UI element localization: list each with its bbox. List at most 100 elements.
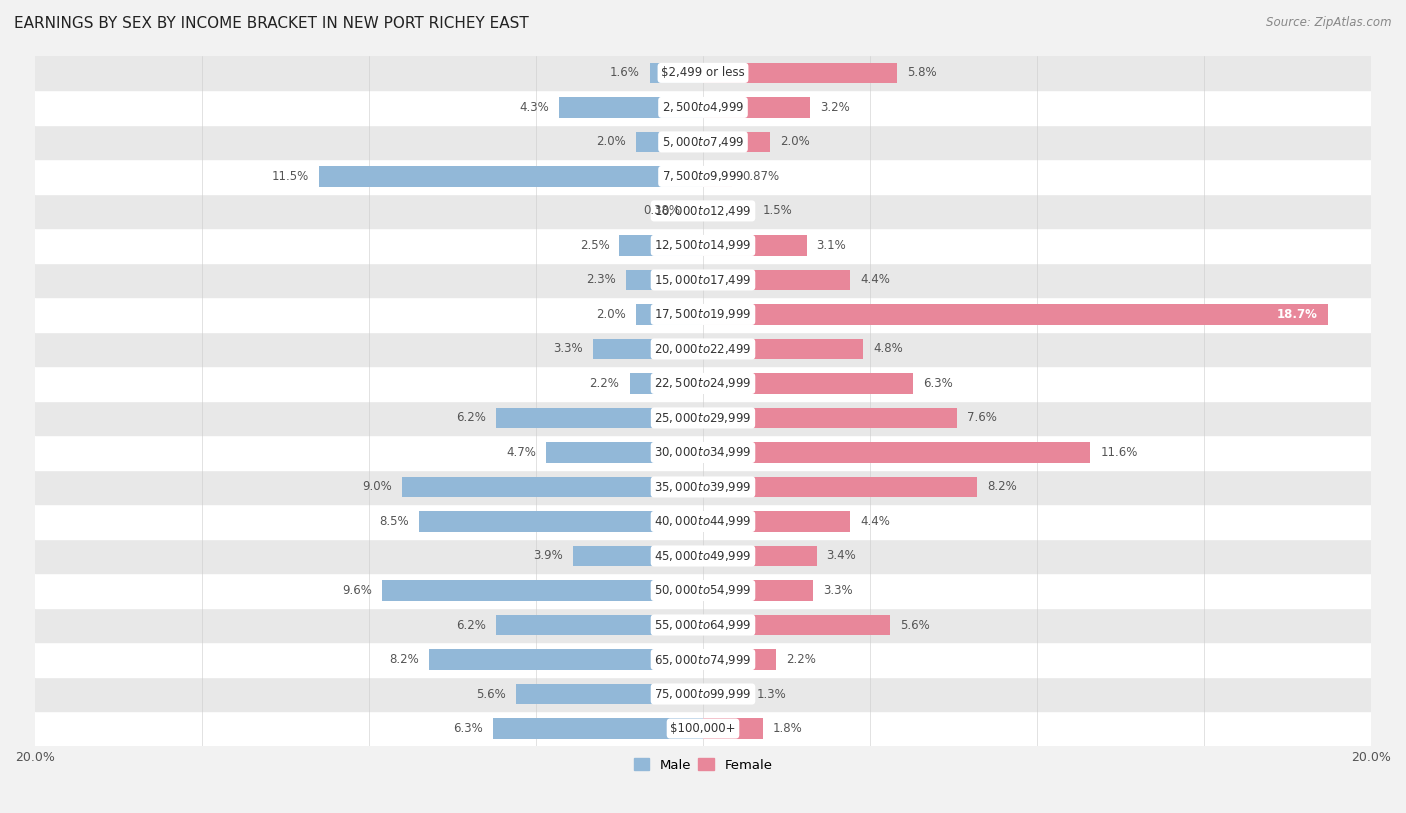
Bar [703, 97, 810, 118]
Text: 2.5%: 2.5% [579, 239, 609, 252]
Bar [703, 270, 851, 290]
Bar [703, 476, 977, 498]
Text: 2.0%: 2.0% [596, 308, 626, 321]
Bar [35, 470, 1371, 504]
Bar [703, 304, 1327, 325]
Text: $30,000 to $34,999: $30,000 to $34,999 [654, 446, 752, 459]
Text: 8.2%: 8.2% [987, 480, 1017, 493]
Text: 4.3%: 4.3% [520, 101, 550, 114]
Bar [429, 649, 703, 670]
Text: 0.38%: 0.38% [644, 204, 681, 217]
Bar [546, 442, 703, 463]
Bar [630, 373, 703, 393]
Text: 5.6%: 5.6% [900, 619, 929, 632]
Text: 1.5%: 1.5% [763, 204, 793, 217]
Text: 2.0%: 2.0% [596, 136, 626, 149]
Text: 5.8%: 5.8% [907, 67, 936, 80]
Text: 3.3%: 3.3% [553, 342, 582, 355]
Text: $40,000 to $44,999: $40,000 to $44,999 [654, 515, 752, 528]
Bar [703, 407, 957, 428]
Text: 11.6%: 11.6% [1101, 446, 1137, 459]
Bar [35, 193, 1371, 228]
Bar [35, 159, 1371, 193]
Text: 4.7%: 4.7% [506, 446, 536, 459]
Bar [703, 546, 817, 567]
Text: $100,000+: $100,000+ [671, 722, 735, 735]
Text: $7,500 to $9,999: $7,500 to $9,999 [662, 169, 744, 184]
Bar [35, 55, 1371, 90]
Bar [636, 132, 703, 152]
Text: $12,500 to $14,999: $12,500 to $14,999 [654, 238, 752, 252]
Bar [593, 338, 703, 359]
Text: 2.2%: 2.2% [589, 377, 620, 390]
Bar [703, 649, 776, 670]
Text: 3.2%: 3.2% [820, 101, 849, 114]
Text: $2,500 to $4,999: $2,500 to $4,999 [662, 101, 744, 115]
Text: Source: ZipAtlas.com: Source: ZipAtlas.com [1267, 16, 1392, 29]
Text: $45,000 to $49,999: $45,000 to $49,999 [654, 549, 752, 563]
Text: 9.0%: 9.0% [363, 480, 392, 493]
Bar [35, 124, 1371, 159]
Text: 2.3%: 2.3% [586, 273, 616, 286]
Bar [35, 435, 1371, 470]
Text: 2.0%: 2.0% [780, 136, 810, 149]
Bar [703, 615, 890, 635]
Bar [703, 718, 763, 739]
Text: 6.2%: 6.2% [456, 411, 486, 424]
Text: 3.9%: 3.9% [533, 550, 562, 563]
Text: 8.5%: 8.5% [380, 515, 409, 528]
Bar [703, 511, 851, 532]
Text: $25,000 to $29,999: $25,000 to $29,999 [654, 411, 752, 425]
Bar [703, 373, 914, 393]
Text: $55,000 to $64,999: $55,000 to $64,999 [654, 618, 752, 632]
Text: 18.7%: 18.7% [1277, 308, 1317, 321]
Bar [636, 304, 703, 325]
Bar [703, 338, 863, 359]
Text: 1.3%: 1.3% [756, 688, 786, 701]
Bar [319, 166, 703, 187]
Text: $15,000 to $17,499: $15,000 to $17,499 [654, 273, 752, 287]
Text: $35,000 to $39,999: $35,000 to $39,999 [654, 480, 752, 494]
Text: 0.87%: 0.87% [742, 170, 779, 183]
Text: 1.6%: 1.6% [610, 67, 640, 80]
Bar [35, 642, 1371, 676]
Text: $75,000 to $99,999: $75,000 to $99,999 [654, 687, 752, 701]
Text: 8.2%: 8.2% [389, 653, 419, 666]
Bar [572, 546, 703, 567]
Bar [35, 676, 1371, 711]
Bar [703, 63, 897, 83]
Bar [402, 476, 703, 498]
Text: 6.3%: 6.3% [453, 722, 482, 735]
Text: $22,500 to $24,999: $22,500 to $24,999 [654, 376, 752, 390]
Text: 11.5%: 11.5% [271, 170, 309, 183]
Bar [35, 504, 1371, 539]
Bar [35, 608, 1371, 642]
Bar [703, 442, 1091, 463]
Text: 1.8%: 1.8% [773, 722, 803, 735]
Bar [703, 235, 807, 256]
Text: EARNINGS BY SEX BY INCOME BRACKET IN NEW PORT RICHEY EAST: EARNINGS BY SEX BY INCOME BRACKET IN NEW… [14, 16, 529, 31]
Text: $5,000 to $7,499: $5,000 to $7,499 [662, 135, 744, 149]
Text: 3.1%: 3.1% [817, 239, 846, 252]
Text: $10,000 to $12,499: $10,000 to $12,499 [654, 204, 752, 218]
Bar [560, 97, 703, 118]
Text: 4.4%: 4.4% [860, 515, 890, 528]
Text: 3.3%: 3.3% [824, 584, 853, 597]
Text: 5.6%: 5.6% [477, 688, 506, 701]
Bar [35, 298, 1371, 332]
Bar [35, 263, 1371, 298]
Bar [650, 63, 703, 83]
Bar [382, 580, 703, 601]
Text: 4.4%: 4.4% [860, 273, 890, 286]
Bar [496, 407, 703, 428]
Bar [35, 401, 1371, 435]
Bar [516, 684, 703, 704]
Text: 2.2%: 2.2% [786, 653, 817, 666]
Bar [35, 228, 1371, 263]
Bar [35, 539, 1371, 573]
Text: $65,000 to $74,999: $65,000 to $74,999 [654, 653, 752, 667]
Text: $2,499 or less: $2,499 or less [661, 67, 745, 80]
Text: 9.6%: 9.6% [343, 584, 373, 597]
Bar [496, 615, 703, 635]
Text: 3.4%: 3.4% [827, 550, 856, 563]
